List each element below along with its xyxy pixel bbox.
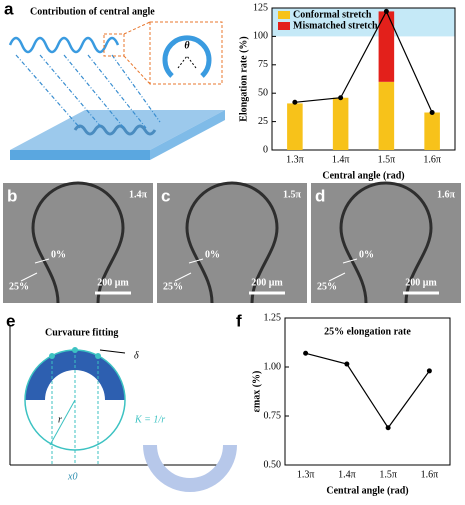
x-tick-label: 1.5π [378,154,396,165]
scale-label: 200 μm [97,277,129,288]
point [344,361,350,367]
legend-swatch [278,22,290,30]
panel-label: c [161,186,170,205]
curvature-formula: K = 1/r [134,414,165,425]
angle-label: 1.4π [129,189,148,200]
arrow [34,258,50,264]
x-tick-label: 1.5π [379,469,397,480]
micrograph-outline [339,181,433,304]
arrow [20,272,38,282]
bar-segment [332,97,349,150]
panel-e-diagram: e Curvature fitting δ r x0 K = 1/r [6,311,237,492]
delta-label: δ [134,350,139,361]
arrow [328,272,346,282]
point [385,425,391,431]
chart-title: 25% elongation rate [324,326,411,337]
y-tick-label: 100 [253,31,268,42]
x-tick-label: 1.4π [338,469,356,480]
arrow [188,258,204,264]
x-axis-label: Central angle (rad) [326,485,408,496]
legend-label: Conformal stretch [293,9,372,20]
point [303,350,309,356]
y-axis-label: εmax (%) [251,371,262,413]
x-tick-label: 1.3π [286,154,304,165]
angle-label: 1.6π [437,189,456,200]
y-axis-label: Elongation rate (%) [238,36,249,122]
x-tick-label: 1.6π [421,469,439,480]
y-tick-label: 1.25 [264,312,282,323]
panel-a-illustration: a Contribution of central angle θ [4,0,225,160]
strain-label: 0% [51,249,66,260]
point [292,99,298,105]
bar-segment [424,112,440,150]
x-tick-label: 1.6π [423,154,441,165]
bar-segment [287,103,303,150]
r-label: r [58,414,62,425]
arrow [174,272,192,282]
y-tick-label: 0 [263,144,268,155]
bar-segment [378,81,395,150]
scale-label: 200 μm [251,277,283,288]
panel-label: d [315,186,325,205]
strain-label: 0% [359,249,374,260]
panel-label: b [7,186,17,205]
theta-label: θ [184,40,190,51]
strain-label: 25% [163,281,183,292]
legend-label: Mismatched stretch [293,20,378,31]
y-tick-label: 50 [258,87,268,98]
micrograph-outline [31,181,125,304]
micrograph [157,183,307,303]
micrograph-outline [185,181,279,304]
panel-label: a [4,0,14,18]
strain-label: 25% [317,281,337,292]
plot-frame [284,317,451,466]
legend-swatch [278,11,290,19]
x0-label: x0 [67,471,77,482]
strain-label: 0% [205,249,220,260]
bar-segment [378,11,395,82]
panel-title: Contribution of central angle [30,6,155,17]
line [305,352,430,429]
x-tick-label: 1.3π [297,469,315,480]
x-tick-label: 1.4π [332,154,350,165]
micrograph [3,183,153,303]
plot-frame [271,7,456,151]
arrow [342,258,358,264]
y-tick-label: 75 [258,59,268,70]
highlight-band [272,8,455,37]
y-tick-label: 25 [258,116,268,127]
y-tick-label: 1.00 [264,361,282,372]
panel-title: Curvature fitting [45,327,118,338]
y-tick-label: 125 [253,2,268,13]
panel-label: e [6,311,15,330]
point [429,110,435,116]
point [426,368,432,374]
point [383,8,389,14]
strain-label: 25% [9,281,29,292]
angle-label: 1.5π [283,189,302,200]
scale-label: 200 μm [405,277,437,288]
micrograph [311,183,461,303]
x-axis-label: Central angle (rad) [322,170,404,181]
y-tick-label: 0.75 [264,410,282,421]
y-tick-label: 0.50 [264,459,282,470]
panel-label: f [236,311,242,330]
point [338,95,344,101]
line [294,10,433,113]
